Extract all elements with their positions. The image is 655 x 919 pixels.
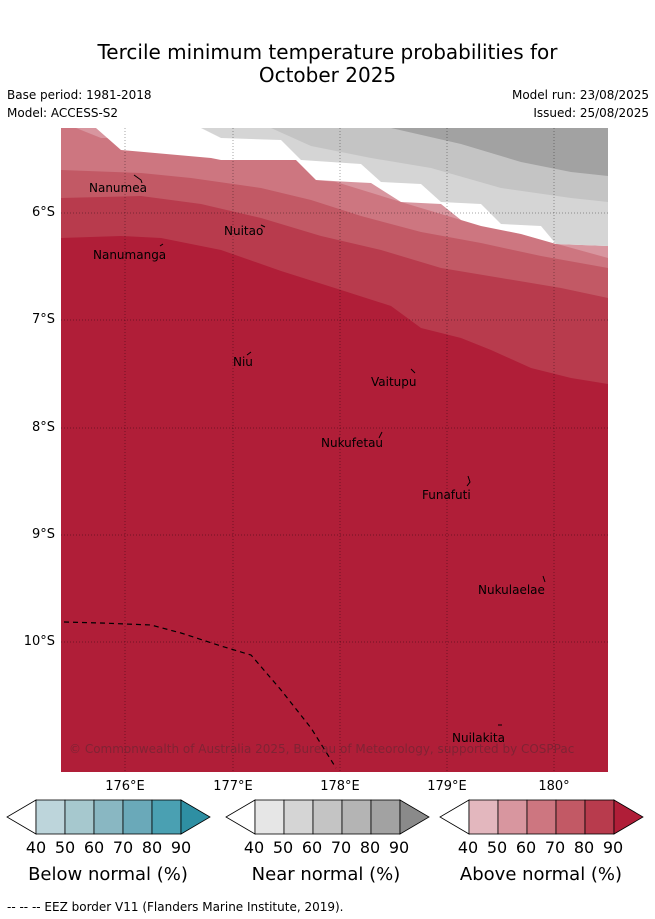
lat-label: 9°S bbox=[31, 527, 55, 542]
tick-label: 80 bbox=[573, 838, 595, 857]
colorbar-bin bbox=[312, 799, 343, 835]
copyright-notice: © Commonwealth of Australia 2025, Bureau… bbox=[69, 742, 575, 756]
colorbar-extend-high bbox=[399, 799, 430, 835]
colorbar-extend-low bbox=[225, 799, 256, 835]
eez-footnote: -- -- -- EEZ border V11 (Flanders Marine… bbox=[7, 900, 344, 914]
probability-field bbox=[61, 128, 608, 772]
place-label-nanumanga: Nanumanga bbox=[93, 248, 167, 262]
place-label-nukulaelae: Nukulaelae bbox=[478, 583, 545, 597]
colorbar-bin bbox=[497, 799, 528, 835]
tick-label: 80 bbox=[141, 838, 163, 857]
near-80-region bbox=[391, 128, 608, 176]
tick-label: 50 bbox=[486, 838, 508, 857]
tick-label: 70 bbox=[544, 838, 566, 857]
title-line-1: Tercile minimum temperature probabilitie… bbox=[97, 40, 558, 64]
graticule bbox=[61, 128, 608, 772]
tick-label: 90 bbox=[602, 838, 624, 857]
colorbar-bin bbox=[35, 799, 66, 835]
tick-label: 60 bbox=[515, 838, 537, 857]
colorbar-bin bbox=[370, 799, 401, 835]
tick-label: 60 bbox=[301, 838, 323, 857]
tick-label: 40 bbox=[25, 838, 47, 857]
place-label-vaitupu: Vaitupu bbox=[371, 375, 417, 389]
place-label-nukufetau: Nukufetau bbox=[321, 436, 384, 450]
colorbar-bin bbox=[555, 799, 586, 835]
colorbar-extend-low bbox=[439, 799, 470, 835]
tick-label: 40 bbox=[243, 838, 265, 857]
colorbar-extend-high bbox=[180, 799, 211, 835]
place-label-funafuti: Funafuti bbox=[422, 488, 471, 502]
colorbar-bin bbox=[151, 799, 182, 835]
lat-label: 8°S bbox=[31, 420, 55, 435]
base-period: Base period: 1981-2018 bbox=[7, 88, 152, 102]
tick-label: 70 bbox=[112, 838, 134, 857]
lon-label: 180° bbox=[538, 779, 570, 794]
colorbar-bin bbox=[283, 799, 314, 835]
model-run: Model run: 23/08/2025 bbox=[511, 88, 649, 102]
colorbar-bin bbox=[468, 799, 499, 835]
lon-label: 176°E bbox=[105, 779, 145, 794]
colorbar-bin bbox=[122, 799, 153, 835]
colorbar-label-below: Below normal (%) bbox=[28, 864, 188, 885]
lon-label: 178°E bbox=[320, 779, 360, 794]
colorbar-label-above: Above normal (%) bbox=[459, 864, 623, 885]
colorbar-extend-high bbox=[613, 799, 644, 835]
tick-label: 70 bbox=[330, 838, 352, 857]
lon-label: 177°E bbox=[213, 779, 253, 794]
colorbar-bin bbox=[254, 799, 285, 835]
lat-label: 6°S bbox=[31, 205, 55, 220]
map-area bbox=[61, 128, 608, 772]
colorbar-bin bbox=[526, 799, 557, 835]
colorbar-bin bbox=[64, 799, 95, 835]
title-line-2: October 2025 bbox=[258, 63, 397, 87]
model-name: Model: ACCESS-S2 bbox=[7, 106, 119, 120]
tick-label: 40 bbox=[457, 838, 479, 857]
colorbar-below-normal bbox=[6, 799, 211, 835]
colorbar-above-normal bbox=[439, 799, 644, 835]
colorbar-label-near: Near normal (%) bbox=[251, 864, 401, 885]
island-marks bbox=[133, 174, 546, 726]
map-title: Tercile minimum temperature probabilitie… bbox=[0, 41, 655, 87]
place-label-nuitao: Nuitao bbox=[224, 224, 264, 238]
tick-label: 50 bbox=[272, 838, 294, 857]
colorbar-extend-low bbox=[6, 799, 37, 835]
lon-label: 179°E bbox=[427, 779, 467, 794]
tick-label: 90 bbox=[388, 838, 410, 857]
colorbar-bin bbox=[341, 799, 372, 835]
place-label-nanumea: Nanumea bbox=[89, 181, 147, 195]
tick-label: 90 bbox=[170, 838, 192, 857]
place-label-niu: Niu bbox=[233, 355, 253, 369]
tick-label: 60 bbox=[83, 838, 105, 857]
colorbar-bin bbox=[584, 799, 615, 835]
colorbar-near-normal bbox=[225, 799, 430, 835]
tick-label: 50 bbox=[54, 838, 76, 857]
tick-label: 80 bbox=[359, 838, 381, 857]
colorbar-bin bbox=[93, 799, 124, 835]
issued-date: Issued: 25/08/2025 bbox=[533, 106, 649, 120]
lat-label: 7°S bbox=[31, 312, 55, 327]
lat-label: 10°S bbox=[23, 634, 55, 649]
place-label-nuilakita: Nuilakita bbox=[452, 731, 505, 745]
